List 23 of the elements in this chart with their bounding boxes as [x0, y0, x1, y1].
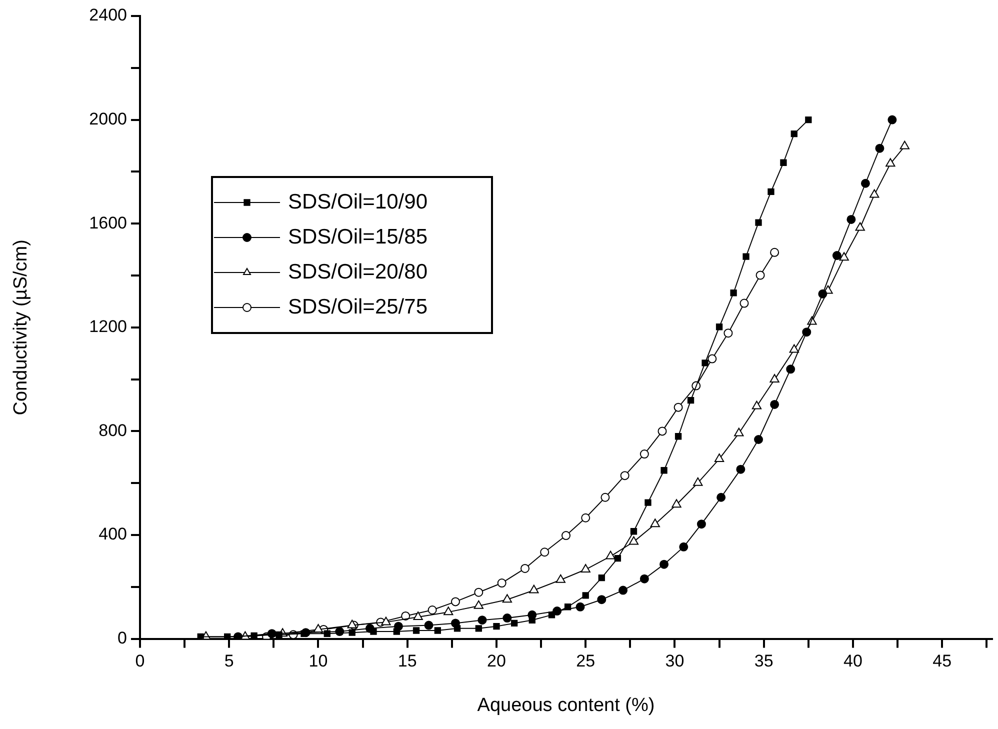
x-tick-label: 35: [754, 652, 774, 671]
y-tick-label: 800: [98, 420, 127, 440]
y-tick-label: 400: [98, 524, 127, 544]
x-tick-label: 15: [398, 652, 417, 671]
x-tick-label: 25: [576, 652, 596, 671]
y-axis-title: Conductivity (µS/cm): [10, 240, 32, 416]
legend-label: SDS/Oil=15/85: [288, 225, 428, 248]
x-tick-label: 10: [308, 652, 328, 671]
x-tick-label: 30: [665, 652, 684, 671]
x-tick-label: 0: [135, 652, 145, 671]
x-tick-label: 40: [844, 652, 862, 671]
legend-label: SDS/Oil=25/75: [288, 295, 428, 318]
y-tick-label: 0: [118, 628, 127, 648]
y-tick-label: 2000: [89, 109, 127, 128]
legend-label: SDS/Oil=10/90: [288, 190, 428, 214]
x-axis-title: Aqueous content (%): [477, 694, 655, 716]
legend-label: SDS/Oil=20/80: [288, 260, 428, 284]
x-tick-label: 20: [487, 652, 506, 671]
x-tick-label: 45: [932, 652, 952, 671]
y-tick-label: 1600: [89, 213, 127, 232]
x-tick-label: 5: [224, 652, 234, 671]
y-tick-label: 2400: [89, 6, 127, 25]
y-tick-label: 1200: [89, 317, 127, 336]
